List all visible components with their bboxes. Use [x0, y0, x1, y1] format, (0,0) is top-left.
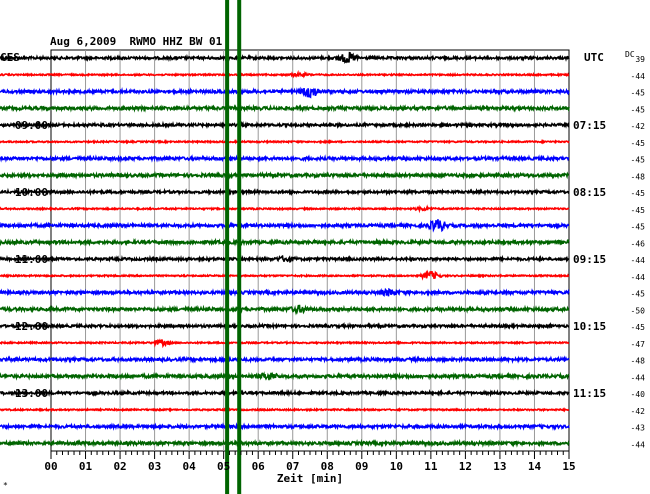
x-tick-label: 02 [113, 460, 126, 473]
right-time-label: 09:15 [573, 253, 606, 266]
dc-offset-value: -45 [631, 156, 646, 165]
dc-offset-value: -45 [631, 139, 646, 148]
seismic-trace [0, 154, 570, 163]
seismic-trace [0, 170, 570, 180]
dc-offset-value: -44 [631, 72, 646, 81]
seismic-trace [0, 304, 570, 316]
seismic-trace [0, 204, 570, 214]
x-tick-label: 07 [286, 460, 299, 473]
x-tick-label: 08 [321, 460, 334, 473]
dc-offset-value: -47 [631, 340, 646, 349]
seismic-trace [0, 406, 569, 413]
dc-offset-value: -45 [631, 223, 646, 232]
x-tick-label: 14 [528, 460, 542, 473]
right-time-label: 10:15 [573, 320, 606, 333]
x-tick-label: 12 [459, 460, 472, 473]
dc-offset-value: -45 [631, 105, 646, 114]
left-time-label: 12:00 [15, 320, 48, 333]
left-time-label: 09:00 [15, 119, 48, 132]
x-tick-label: 03 [148, 460, 161, 473]
x-tick-label: 04 [183, 460, 197, 473]
seismic-trace [0, 287, 570, 297]
x-tick-label: 01 [79, 460, 93, 473]
plot-title: Aug 6,2009 RWMO HHZ BW 01 [50, 35, 223, 48]
dc-offset-value: -48 [631, 357, 646, 366]
left-timezone-label: CES [0, 51, 20, 64]
x-tick-label: 06 [252, 460, 266, 473]
seismic-trace [0, 187, 570, 197]
seismic-trace [0, 438, 570, 448]
seismic-trace [0, 355, 570, 364]
dc-offset-value: -44 [631, 273, 646, 282]
left-time-label: 10:00 [15, 186, 48, 199]
right-time-label: 07:15 [573, 119, 606, 132]
dc-offset-value: -45 [631, 189, 646, 198]
dc-offset-value: -44 [631, 256, 646, 265]
seismic-trace [0, 51, 570, 64]
seismic-trace [0, 237, 570, 247]
seismic-trace [0, 219, 570, 233]
seismic-trace [0, 371, 570, 381]
x-tick-label: 09 [355, 460, 368, 473]
dc-offset-value: -45 [631, 206, 646, 215]
right-timezone-label: UTC [584, 51, 604, 64]
seismic-trace [0, 138, 570, 145]
x-tick-label: 11 [424, 460, 438, 473]
seismic-trace [0, 120, 570, 130]
dc-offset-value: -42 [631, 122, 646, 131]
dc-offset-value: -48 [631, 172, 646, 181]
x-tick-label: 00 [44, 460, 57, 473]
seismic-trace [0, 269, 570, 281]
x-tick-label: 13 [493, 460, 506, 473]
x-axis-label: Zeit [min] [277, 472, 343, 485]
dc-offset-value: -40 [631, 390, 646, 399]
dc-offset-value: -46 [631, 239, 646, 248]
left-time-label: 11:00 [15, 253, 48, 266]
dc-offset-value: -45 [631, 323, 646, 332]
x-tick-label: 10 [390, 460, 403, 473]
dc-label: DC [625, 50, 635, 59]
left-time-label: 13:00 [15, 387, 48, 400]
x-tick-label: 15 [562, 460, 575, 473]
dc-offset-value: -43 [631, 424, 646, 433]
seismic-trace [0, 254, 570, 264]
seismic-trace [0, 103, 570, 113]
dc-offset-value: -50 [631, 306, 646, 315]
right-time-label: 08:15 [573, 186, 606, 199]
dc-offset-value: -45 [631, 89, 646, 98]
seismic-trace [0, 338, 570, 349]
seismic-trace [0, 86, 570, 99]
dc-offset-value: -44 [631, 373, 646, 382]
dc-offset-value: -42 [631, 407, 646, 416]
x-tick-label: 05 [217, 460, 230, 473]
corner-mark: * [3, 481, 8, 490]
dc-offset-value: 39 [635, 55, 645, 64]
right-time-label: 11:15 [573, 387, 606, 400]
seismic-trace [0, 422, 570, 431]
seismic-trace [0, 69, 570, 79]
dc-offset-value: -45 [631, 290, 646, 299]
seismic-trace [0, 321, 570, 331]
dc-offset-value: -44 [631, 440, 646, 449]
seismic-trace [0, 388, 570, 398]
